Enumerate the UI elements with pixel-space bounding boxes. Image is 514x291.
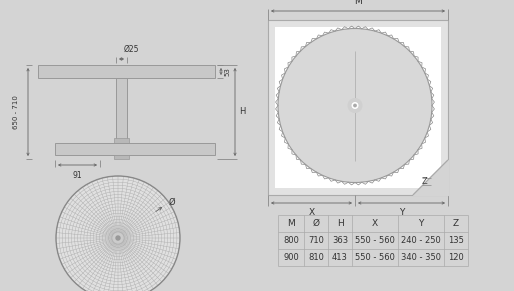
Bar: [268, 20, 448, 195]
Bar: [114, 138, 129, 143]
Bar: [116, 78, 127, 140]
Text: M: M: [287, 219, 295, 228]
Text: 800: 800: [283, 236, 299, 245]
Polygon shape: [413, 160, 448, 195]
Circle shape: [113, 233, 123, 243]
Circle shape: [56, 176, 180, 291]
Text: Z: Z: [453, 219, 459, 228]
Polygon shape: [413, 160, 448, 195]
Circle shape: [278, 29, 432, 182]
Text: H: H: [337, 219, 343, 228]
Circle shape: [352, 102, 358, 109]
Text: Z: Z: [421, 177, 427, 185]
Text: X: X: [372, 219, 378, 228]
Text: Y: Y: [418, 219, 424, 228]
Bar: [38, 65, 215, 78]
Text: Ø: Ø: [313, 219, 320, 228]
Text: 710: 710: [308, 236, 324, 245]
Bar: [114, 155, 129, 159]
Text: 650 - 710: 650 - 710: [13, 95, 19, 129]
Text: 550 - 560: 550 - 560: [355, 253, 395, 262]
Text: X: X: [308, 208, 315, 217]
Circle shape: [348, 98, 362, 113]
Text: 120: 120: [448, 253, 464, 262]
Text: M: M: [354, 0, 362, 6]
Text: 135: 135: [448, 236, 464, 245]
Bar: [275, 27, 441, 188]
Text: 240 - 250: 240 - 250: [401, 236, 441, 245]
Text: Ø: Ø: [169, 198, 175, 207]
Text: 363: 363: [332, 236, 348, 245]
Text: 91: 91: [72, 171, 82, 180]
Text: 413: 413: [332, 253, 348, 262]
Text: H: H: [239, 107, 245, 116]
Text: 550 - 560: 550 - 560: [355, 236, 395, 245]
Text: 340 - 350: 340 - 350: [401, 253, 441, 262]
Text: 53: 53: [224, 67, 230, 76]
Circle shape: [354, 104, 356, 107]
Text: 900: 900: [283, 253, 299, 262]
Circle shape: [116, 236, 120, 240]
Bar: [55, 143, 215, 155]
Text: Y: Y: [399, 208, 404, 217]
Text: Ø25: Ø25: [123, 45, 139, 54]
Text: 810: 810: [308, 253, 324, 262]
